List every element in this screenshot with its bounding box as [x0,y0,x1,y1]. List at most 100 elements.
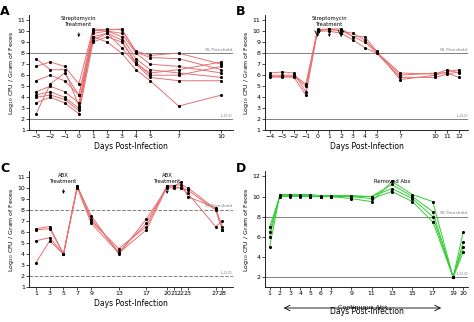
Point [388,182,396,187]
Text: Removed Abx: Removed Abx [374,179,410,193]
Point [278,74,286,79]
Point [184,188,191,193]
Point [132,59,140,64]
Point [286,192,294,197]
Point [266,234,273,240]
Point [317,194,324,199]
Point [368,194,375,199]
Point [170,183,178,188]
Point [118,37,126,43]
Point [429,199,437,204]
Text: L.O.D: L.O.D [221,114,233,118]
Point [460,239,467,244]
Point [164,183,171,188]
Point [46,73,54,78]
Point [89,31,97,36]
Text: Continuous Abx: Continuous Abx [337,305,387,309]
Point [266,244,273,250]
Point [46,92,54,98]
Point [143,221,150,226]
Point [46,67,54,72]
Point [290,71,298,76]
Point [337,27,345,33]
Point [349,31,357,36]
Point [60,251,67,257]
Point [115,249,123,254]
Point [170,184,178,189]
Point [455,75,463,80]
X-axis label: Days Post-Infection: Days Post-Infection [329,142,403,151]
Point [388,189,396,194]
Point [89,37,97,43]
Point [132,51,140,56]
Point [444,71,451,77]
Point [175,78,182,83]
Point [267,74,274,79]
Point [455,71,463,76]
Point [296,193,304,198]
Text: D: D [236,162,246,175]
Point [286,193,294,198]
Text: Streptomycin
Treatment: Streptomycin Treatment [311,16,347,36]
Point [46,95,54,100]
Point [218,92,225,98]
Point [307,194,314,199]
Point [32,111,40,116]
Point [115,251,123,256]
Point [444,71,451,76]
Point [164,185,171,191]
Point [46,89,54,94]
X-axis label: Days Post-Infection: Days Post-Infection [94,142,168,151]
Point [177,185,185,191]
Point [455,69,463,74]
Point [296,192,304,197]
Point [429,209,437,214]
Point [115,251,123,257]
Point [132,62,140,67]
Point [347,194,355,199]
Point [32,260,40,265]
Point [276,193,283,198]
Point [46,224,54,229]
Point [368,199,375,204]
Point [296,194,304,199]
Point [146,55,154,60]
Point [32,100,40,105]
Point [296,193,304,198]
Point [327,193,335,198]
Point [396,71,404,76]
Point [46,59,54,64]
Point [103,26,111,32]
Point [75,92,82,98]
Point [373,48,380,53]
Text: SS-Threshold: SS-Threshold [440,48,468,52]
Point [75,106,82,111]
Point [146,67,154,72]
Point [212,207,219,213]
Point [175,71,182,76]
Point [317,194,324,199]
Point [218,62,225,67]
Point [373,50,380,55]
Point [87,213,95,218]
Point [444,67,451,72]
Point [327,194,335,199]
Point [132,62,140,67]
Point [409,192,416,197]
Point [175,51,182,56]
Point [60,251,67,257]
Point [347,194,355,199]
Point [460,249,467,254]
Point [32,89,40,94]
Point [118,40,126,45]
Text: L.O.D: L.O.D [456,114,468,118]
Point [89,34,97,39]
Point [164,184,171,189]
Point [103,34,111,39]
Point [449,275,457,280]
Point [337,29,345,34]
Point [73,184,81,189]
Point [132,48,140,53]
Point [409,199,416,204]
Point [218,64,225,69]
